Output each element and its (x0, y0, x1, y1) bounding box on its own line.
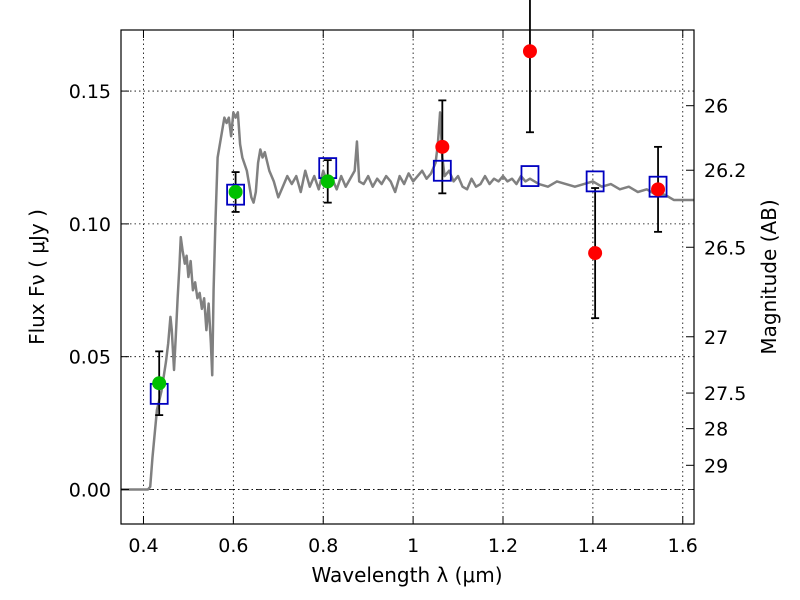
green-data-point (228, 185, 243, 200)
y2-axis-label: Magnitude (AB) (757, 199, 781, 354)
x-axis: 0.4 0.6 0.8 1 1.2 1.4 1.6 (128, 30, 698, 557)
y2-tick-label: 26 (704, 96, 728, 118)
y2-tick-label: 29 (704, 455, 728, 477)
model-band-square (520, 165, 540, 187)
y-tick-label: 0.00 (69, 479, 111, 501)
x-tick-label: 1.6 (668, 535, 698, 557)
x-tick-label: 0.4 (128, 535, 158, 557)
y2-tick-label: 26.2 (704, 160, 746, 182)
y-axis-right: 26 26.2 26.5 27 27.5 28 29 (686, 96, 746, 477)
model-band-square (585, 170, 605, 193)
x-tick-label: 0.8 (308, 535, 338, 557)
y2-tick-label: 28 (704, 419, 728, 441)
y2-tick-label: 26.5 (704, 237, 746, 259)
y-tick-label: 0.05 (69, 347, 111, 369)
x-tick-label: 1.2 (488, 535, 518, 557)
green-data-point (320, 174, 335, 189)
model-band-square (432, 159, 452, 182)
x-tick-label: 1 (407, 535, 419, 557)
y-axis-left: 0.00 0.05 0.10 0.15 (69, 81, 129, 501)
y-axis-label: Flux Fν ( μJy ) (25, 209, 49, 345)
y-tick-label: 0.15 (69, 81, 111, 103)
x-tick-label: 1.4 (578, 535, 608, 557)
y-tick-label: 0.10 (69, 214, 111, 236)
model-spectrum-line (121, 111, 694, 491)
y2-tick-label: 27.5 (704, 383, 746, 405)
plot-frame (120, 29, 695, 525)
red-data-point (435, 139, 450, 154)
red-data-point (588, 246, 603, 261)
green-data-point (152, 376, 167, 391)
model-band-square (648, 175, 668, 198)
red-data-point (522, 44, 537, 59)
y2-tick-label: 27 (704, 327, 728, 349)
x-axis-label: Wavelength λ (μm) (311, 563, 502, 587)
plot-area (121, 0, 694, 491)
grid-lines (121, 30, 694, 524)
model-band-square (226, 183, 246, 206)
red-data-point (651, 182, 666, 197)
x-tick-label: 0.6 (218, 535, 248, 557)
